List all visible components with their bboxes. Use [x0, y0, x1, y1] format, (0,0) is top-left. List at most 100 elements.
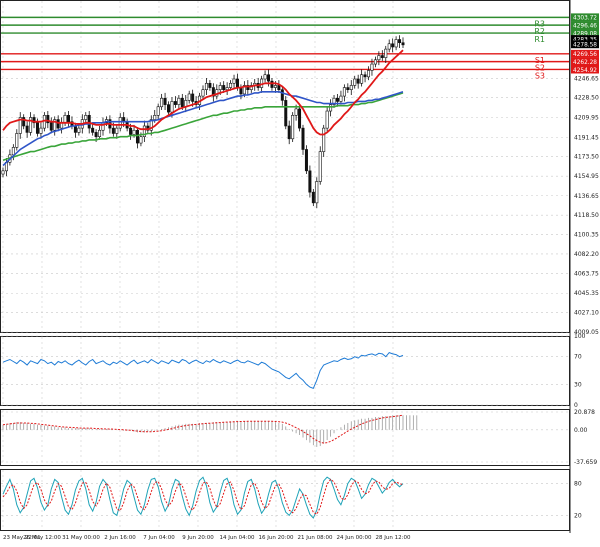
candle-body: [18, 117, 22, 134]
level-price-box: [571, 57, 599, 66]
rsi-tick-label: 100: [574, 333, 586, 340]
level-price-box: [571, 21, 599, 30]
price-tick-label: 4045.35: [574, 290, 599, 297]
candle-body: [191, 93, 195, 102]
candle-body: [32, 117, 36, 124]
candle-body: [239, 87, 243, 95]
panel-frame-rsi: [0, 336, 570, 406]
candle-body: [77, 127, 81, 133]
level-tag-s2: S2: [535, 64, 545, 73]
candle-body: [87, 115, 91, 129]
candle-body: [332, 97, 336, 105]
candle-body: [187, 93, 191, 101]
candle-body: [246, 85, 250, 90]
candle-body: [1, 170, 5, 175]
candle-body: [277, 85, 281, 90]
level-price-box: [571, 65, 599, 74]
candle-body: [46, 115, 50, 124]
candle-body: [53, 119, 57, 131]
candle-body: [149, 119, 153, 131]
candle-body: [142, 125, 146, 137]
candle-body: [35, 122, 39, 134]
price-tick-label: 4027.10: [574, 310, 599, 317]
candle-body: [273, 85, 277, 88]
candle-body: [335, 97, 339, 102]
candle-body: [356, 78, 360, 84]
price-tick-label: 4136.65: [574, 193, 599, 200]
current-price-label: 4278.58: [573, 43, 597, 49]
candle-body: [63, 115, 67, 124]
level-price-label: 4296.46: [573, 23, 597, 29]
candle-body: [311, 191, 315, 204]
candle-body: [267, 74, 271, 82]
level-tag-r3: R3: [534, 19, 545, 28]
candle-body: [398, 39, 402, 44]
candle-body: [294, 108, 298, 116]
candle-body: [208, 82, 212, 88]
macd-tick-label: 0.00: [574, 427, 588, 434]
price-tick-label: 4228.50: [574, 95, 599, 102]
candle-body: [394, 39, 398, 48]
candle-body: [73, 125, 77, 133]
price-tick-label: 4173.50: [574, 153, 599, 160]
candle-body: [111, 127, 115, 134]
candle-body: [153, 115, 157, 120]
candle-body: [315, 181, 319, 204]
price-tick-label: 4063.75: [574, 271, 599, 278]
candle-body: [29, 117, 33, 133]
level-price-box: [571, 49, 599, 58]
level-price-box: [571, 29, 599, 38]
level-tag-r2: R2: [534, 27, 545, 36]
level-price-label: 4269.56: [573, 52, 597, 58]
level-tag-s1: S1: [535, 56, 545, 65]
candle-body: [129, 127, 133, 135]
panel-frame-sto: [0, 469, 570, 531]
x-tick-label: 7 Jun 04:00: [143, 535, 175, 541]
price-tick-label: 4246.65: [574, 75, 599, 82]
candle-body: [11, 147, 15, 156]
candle-body: [25, 125, 29, 133]
candle-body: [167, 104, 171, 113]
candle-body: [225, 87, 229, 90]
x-tick-label: 2 Jun 16:00: [104, 535, 136, 541]
candle-body: [322, 127, 326, 152]
moving-average-green: [2, 92, 404, 161]
candle-body: [353, 78, 357, 86]
candle-body: [263, 74, 267, 80]
candle-body: [118, 117, 122, 129]
price-tick-label: 4209.95: [574, 114, 599, 121]
candle-body: [132, 129, 136, 135]
candle-body: [349, 85, 353, 90]
candle-body: [160, 97, 164, 108]
candle-body: [180, 97, 184, 108]
current-price-box: [571, 40, 599, 49]
candle-body: [49, 122, 53, 131]
candle-body: [211, 87, 215, 97]
x-tick-label: 23 May 22:01: [3, 535, 41, 541]
candle-body: [249, 85, 253, 90]
candle-body: [242, 85, 246, 95]
candle-body: [218, 85, 222, 90]
stochastic-d-line: [2, 478, 404, 516]
rsi-tick-label: 30: [574, 381, 582, 388]
level-price-label: 4303.72: [573, 16, 597, 22]
x-tick-label: 31 May 00:00: [62, 535, 100, 541]
price-tick-label: 4191.45: [574, 134, 599, 141]
candle-body: [301, 127, 305, 150]
moving-average-blue: [2, 91, 404, 167]
candle-body: [222, 85, 226, 90]
candle-body: [39, 127, 43, 134]
candle-body: [91, 127, 95, 133]
candle-body: [115, 127, 119, 134]
candle-body: [135, 129, 139, 144]
candle-body: [229, 82, 233, 88]
candle-body: [232, 78, 236, 84]
macd-tick-label: -37.659: [574, 459, 597, 466]
candle-body: [235, 78, 239, 88]
candle-body: [318, 151, 322, 182]
panel-frame-price: [0, 0, 570, 333]
x-tick-label: 9 Jun 20:00: [182, 535, 214, 541]
x-tick-label: 21 Jun 08:00: [298, 535, 333, 541]
